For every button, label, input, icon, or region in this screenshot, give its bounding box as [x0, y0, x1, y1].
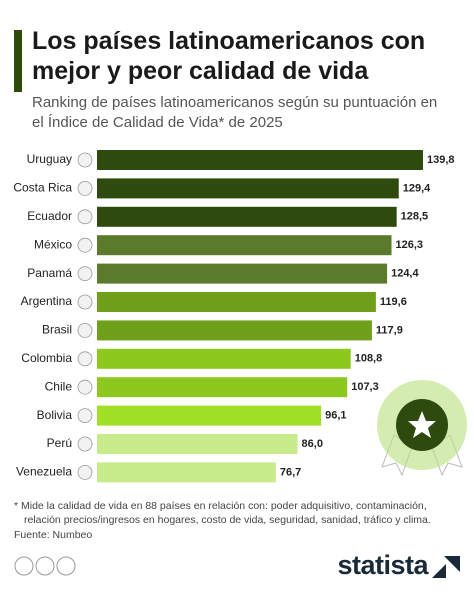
category-label: Brasil	[42, 323, 72, 337]
category-label: Panamá	[27, 266, 72, 280]
flag-icon	[77, 351, 93, 367]
chart-subtitle: Ranking de países latinoamericanos según…	[32, 94, 438, 131]
bar	[97, 206, 397, 227]
flag-icon	[77, 237, 93, 253]
badge	[377, 380, 467, 477]
footnote: * Mide la calidad de vida en 88 países e…	[14, 500, 431, 526]
license-icons	[14, 556, 76, 576]
category-label: México	[34, 237, 72, 251]
category-label: Costa Rica	[13, 181, 72, 195]
bar	[97, 320, 372, 341]
brand-icon	[432, 556, 460, 578]
flag-icon	[77, 464, 93, 480]
bar	[97, 405, 322, 426]
category-label: Colombia	[21, 351, 72, 365]
brand-logo: statista	[337, 550, 428, 580]
category-label: Argentina	[21, 294, 73, 308]
flag-icon	[77, 209, 93, 225]
value-label: 76,7	[280, 466, 301, 478]
bar	[97, 235, 392, 256]
bar	[97, 292, 376, 312]
chart-title: Los países latinoamericanos con mejor y …	[32, 27, 426, 85]
bar	[97, 462, 276, 483]
category-label: Uruguay	[27, 152, 72, 166]
value-label: 139,8	[427, 154, 455, 166]
bar	[97, 377, 348, 398]
value-label: 108,8	[355, 353, 383, 365]
source: Fuente: Numbeo	[14, 529, 93, 541]
flag-icon	[77, 266, 93, 282]
chart: Uruguay 139,8 Costa Rica 129,4 Ecuador 128,5 M…	[13, 150, 467, 483]
bar	[97, 178, 399, 199]
value-label: 129,4	[403, 182, 431, 194]
flag-icon	[77, 294, 93, 310]
category-label: Ecuador	[27, 209, 72, 223]
bar	[97, 348, 351, 369]
value-label: 117,9	[376, 324, 403, 336]
value-label: 124,4	[391, 268, 419, 280]
value-label: 86,0	[302, 438, 323, 450]
category-label: Perú	[47, 436, 72, 450]
category-label: Venezuela	[16, 465, 72, 479]
value-label: 96,1	[325, 410, 346, 422]
bar	[97, 434, 298, 454]
bar	[97, 263, 388, 284]
flag-icon	[77, 408, 93, 424]
value-label: 126,3	[396, 239, 424, 251]
flag-icon	[77, 322, 93, 338]
value-label: 107,3	[351, 381, 379, 393]
value-label: 128,5	[401, 211, 429, 223]
bar	[97, 150, 423, 170]
value-label: 119,6	[380, 296, 407, 308]
accent-bar	[14, 30, 22, 92]
category-label: Bolivia	[37, 408, 73, 422]
flag-icon	[77, 152, 93, 168]
flag-icon	[77, 379, 93, 395]
flag-icon	[77, 436, 93, 452]
category-label: Chile	[45, 379, 73, 393]
flag-icon	[77, 181, 93, 196]
